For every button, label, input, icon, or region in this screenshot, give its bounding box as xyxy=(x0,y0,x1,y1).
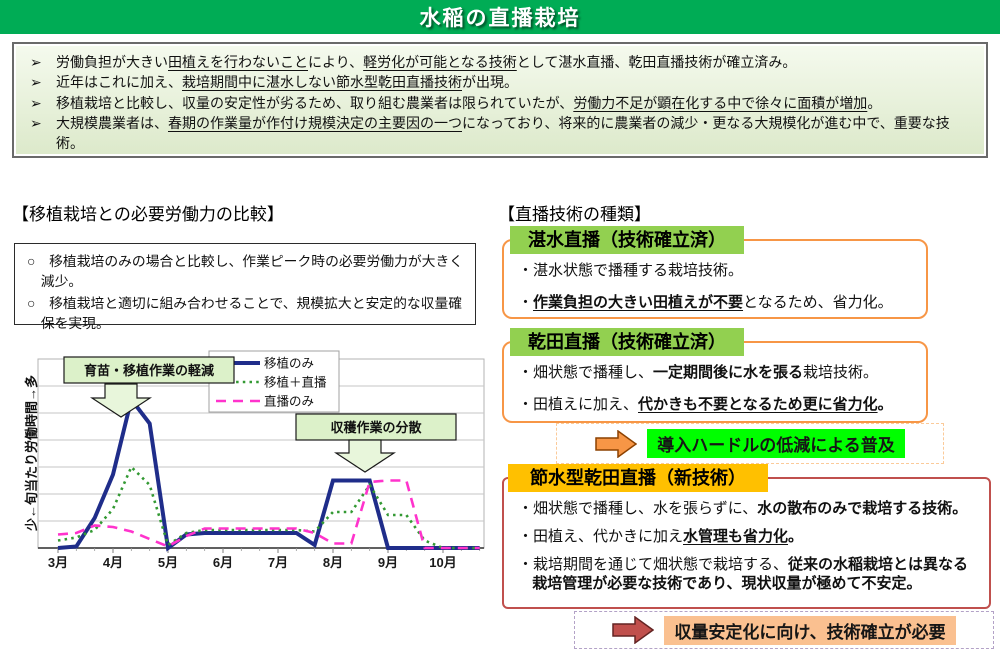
text-segment: 一定期間後に水を張る xyxy=(653,364,804,381)
bullet-arrow-icon: ➢ xyxy=(30,74,42,91)
seeding-types-heading: 【直播技術の種類】 xyxy=(498,205,651,224)
text-segment: ・田植えに加え、 xyxy=(518,395,639,413)
text-segment: 栽培技術。 xyxy=(803,364,879,381)
spread-band-label: 導入ハードルの低減による普及 xyxy=(647,429,905,458)
x-tick-label: 7月 xyxy=(268,555,288,570)
annotation-label: 収穫作業の分散 xyxy=(330,420,422,435)
text-segment: 田植えを行わないこと xyxy=(168,54,308,70)
x-tick-label: 5月 xyxy=(158,555,178,570)
legend-label: 移植＋直播 xyxy=(264,375,327,390)
text-segment: ・畑状態で播種し、 xyxy=(518,364,654,381)
text-segment: 労働力不足が顕在化する中で徐々に面積が増加 xyxy=(573,94,868,111)
summary-bullet-text: 労働負担が大きい田植えを行わないことにより、軽労化が可能となる技術として湛水直播… xyxy=(56,52,796,72)
summary-bullet: ➢ 大規模農業者は、春期の作業量が作付け規模決定の主要因の一つになっており、将来的… xyxy=(30,113,970,154)
series-line xyxy=(57,479,480,550)
tech-box-line: ・作業負担の大きい田植えが不要となるため、省力化。 xyxy=(518,293,918,313)
down-arrow-icon xyxy=(89,383,153,418)
summary-bullet: ➢ 近年はこれに加え、栽培期間中に湛水しない節水型乾田直播技術が出現。 xyxy=(30,72,970,92)
text-segment: 水管理も省力化 xyxy=(683,527,789,545)
x-tick-label: 6月 xyxy=(213,555,233,570)
tech-box-line: ・畑状態で播種し、一定期間後に水を張る栽培技術。 xyxy=(518,363,918,383)
need-band-label: 収量安定化に向け、技術確立が必要 xyxy=(664,615,956,645)
tech-box-header-tansui: 湛水直播（技術確立済） xyxy=(510,226,744,254)
tech-box-line: ・栽培期間を通じて畑状態で栽培する、従来の水稲栽培とは異なる栽培管理が必要な技術… xyxy=(518,555,981,595)
labor-comparison-note: ○ 移植栽培のみの場合と比較し、作業ピーク時の必要労働力が大きく減少。 ○ 移植栽… xyxy=(14,243,476,331)
legend-label: 移植のみ xyxy=(264,356,314,371)
text-segment: 大規模農業者は、 xyxy=(56,114,168,131)
x-tick-label: 9月 xyxy=(378,555,398,570)
legend-label: 直播のみ xyxy=(264,395,314,409)
text-segment: 作業負担の大きい田植えが不要 xyxy=(533,293,744,311)
x-tick-label: 10月 xyxy=(429,555,456,570)
note-item: ○ 移植栽培のみの場合と比較し、作業ピーク時の必要労働力が大きく減少。 xyxy=(27,254,464,289)
right-arrow-icon xyxy=(612,616,655,644)
tech-box-line: ・田植え、代かきに加え水管理も省力化。 xyxy=(518,527,981,547)
labor-chart: 少←旬当たり労働時間→多 3月 4月 5月 6月 7月 8月 9月 10月 移植のみ 移植＋直播直… xyxy=(10,348,490,608)
tech-box-line: ・田植えに加え、代かきも不要となるため更に省力化。 xyxy=(518,395,918,415)
text-segment: 。 xyxy=(867,94,882,111)
text-segment: により、 xyxy=(308,54,364,70)
bullet-arrow-icon: ➢ xyxy=(30,94,42,111)
text-segment: となるため、省力化。 xyxy=(743,293,893,311)
summary-bullet-text: 近年はこれに加え、栽培期間中に湛水しない節水型乾田直播技術が出現。 xyxy=(56,72,518,92)
text-segment: として湛水直播、乾田直播技術が確立済み。 xyxy=(516,54,797,70)
x-tick-label: 8月 xyxy=(323,555,343,570)
spread-band: 導入ハードルの低減による普及 xyxy=(556,423,944,464)
text-segment: 。 xyxy=(788,527,804,545)
text-segment: が出現。 xyxy=(462,74,518,91)
tech-box-header-kanden: 乾田直播（技術確立済） xyxy=(510,328,744,356)
tech-box-line: ・湛水状態で播種する栽培技術。 xyxy=(518,261,918,281)
text-segment: 従来の水稲栽培とは異なる栽培管理が必要な技術であり、現状収量が極めて不安定。 xyxy=(532,555,969,593)
need-band: 収量安定化に向け、技術確立が必要 xyxy=(574,611,994,649)
text-segment: ・ xyxy=(518,293,534,311)
x-tick-label: 4月 xyxy=(103,555,123,570)
right-arrow-icon xyxy=(595,429,638,458)
text-segment: 軽労化が可能となる技術 xyxy=(363,54,517,70)
text-segment: 水の散布のみで栽培する技術。 xyxy=(757,500,968,517)
note-item: ○ 移植栽培と適切に組み合わせることで、規模拡大と安定的な収量確保を実現。 xyxy=(27,296,463,331)
text-segment: 春期の作業量が作付け規模決定の主要因の一つ xyxy=(168,114,462,131)
text-segment: 近年はこれに加え、 xyxy=(56,74,182,91)
text-segment: になっており、将来的に農業者の減少・更なる大規模化が進む中で、重要な技術。 xyxy=(56,114,950,152)
text-segment: 。 xyxy=(877,395,893,413)
text-segment: ・田植え、代かきに加え xyxy=(518,527,684,545)
text-segment: 移植栽培と比較し、収量の安定性が劣るため、取り組む農業者は限られていたが、 xyxy=(56,94,574,111)
text-segment: ・畑状態で播種し、水を張らずに、 xyxy=(518,500,758,517)
text-segment: 代かきも不要となるため更に省力化 xyxy=(638,395,878,413)
text-segment: 栽培期間中に湛水しない節水型乾田直播技術 xyxy=(182,74,462,91)
bullet-arrow-icon: ➢ xyxy=(30,114,42,131)
title-bar: 水稲の直播栽培 xyxy=(0,0,1000,34)
text-segment: ・栽培期間を通じて畑状態で栽培する、 xyxy=(518,555,789,573)
x-tick-label: 3月 xyxy=(48,555,68,570)
summary-box: ➢ 労働負担が大きい田植えを行わないことにより、軽労化が可能となる技術として湛水直… xyxy=(12,42,988,158)
annotation-label: 育苗・移植作業の軽減 xyxy=(84,363,214,378)
summary-bullet: ➢ 移植栽培と比較し、収量の安定性が劣るため、取り組む農業者は限られていたが、労働… xyxy=(30,93,970,113)
text-segment: 労働負担が大きい xyxy=(56,54,168,70)
summary-bullet: ➢ 労働負担が大きい田植えを行わないことにより、軽労化が可能となる技術として湛水直… xyxy=(30,52,970,72)
labor-chart-svg: 3月 4月 5月 6月 7月 8月 9月 10月移植のみ移植＋直播直播のみ育苗・移植作業の軽減… xyxy=(37,350,485,570)
tech-box-sessui: ・畑状態で播種し、水を張らずに、水の散布のみで栽培する技術。 ・田植え、代かきに加… xyxy=(502,477,991,609)
down-arrow-icon xyxy=(333,439,397,473)
summary-bullet-text: 移植栽培と比較し、収量の安定性が劣るため、取り組む農業者は限られていたが、労働力… xyxy=(56,93,881,113)
bullet-arrow-icon: ➢ xyxy=(30,54,42,70)
labor-comparison-heading: 【移植栽培との必要労働力の比較】 xyxy=(12,205,284,224)
tech-box-line: ・畑状態で播種し、水を張らずに、水の散布のみで栽培する技術。 xyxy=(518,499,981,519)
text-segment: ・湛水状態で播種する栽培技術。 xyxy=(518,262,744,279)
page-title: 水稲の直播栽培 xyxy=(419,7,581,30)
tech-box-header-sessui: 節水型乾田直播（新技術） xyxy=(508,464,768,492)
summary-bullet-text: 大規模農業者は、春期の作業量が作付け規模決定の主要因の一つになっており、将来的に… xyxy=(56,113,970,154)
